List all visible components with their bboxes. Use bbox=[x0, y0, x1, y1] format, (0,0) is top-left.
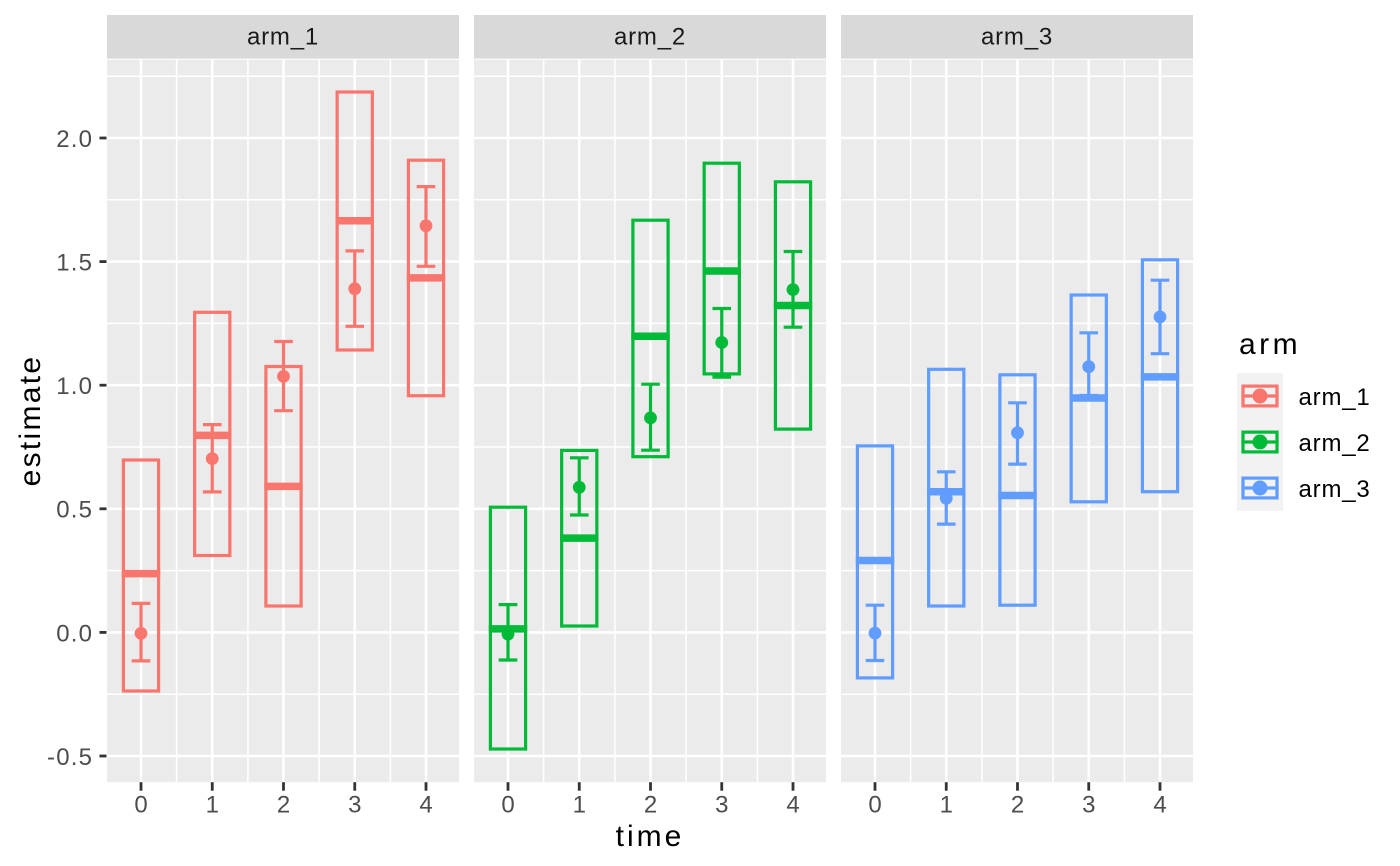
svg-text:1.0: 1.0 bbox=[56, 373, 93, 400]
svg-text:1: 1 bbox=[573, 792, 586, 819]
svg-text:2: 2 bbox=[277, 792, 290, 819]
svg-text:arm_1: arm_1 bbox=[247, 24, 319, 51]
svg-text:4: 4 bbox=[419, 792, 432, 819]
svg-text:0.0: 0.0 bbox=[56, 620, 93, 647]
svg-text:arm: arm bbox=[1239, 328, 1301, 361]
svg-text:0: 0 bbox=[501, 792, 514, 819]
svg-text:2: 2 bbox=[1011, 792, 1024, 819]
svg-text:arm_3: arm_3 bbox=[981, 24, 1053, 51]
svg-text:1: 1 bbox=[940, 792, 953, 819]
svg-text:3: 3 bbox=[1082, 792, 1095, 819]
svg-text:1.5: 1.5 bbox=[56, 250, 93, 277]
svg-text:-0.5: -0.5 bbox=[47, 744, 93, 771]
svg-text:0.5: 0.5 bbox=[56, 497, 93, 524]
svg-text:3: 3 bbox=[348, 792, 361, 819]
svg-text:arm_2: arm_2 bbox=[614, 24, 686, 51]
svg-text:arm_3: arm_3 bbox=[1299, 476, 1371, 503]
svg-text:arm_2: arm_2 bbox=[1299, 430, 1371, 457]
svg-text:3: 3 bbox=[715, 792, 728, 819]
svg-text:2.0: 2.0 bbox=[56, 126, 93, 153]
svg-text:0: 0 bbox=[868, 792, 881, 819]
svg-text:1: 1 bbox=[206, 792, 219, 819]
svg-text:estimate: estimate bbox=[14, 355, 47, 487]
svg-text:4: 4 bbox=[1153, 792, 1166, 819]
svg-text:4: 4 bbox=[786, 792, 799, 819]
svg-text:2: 2 bbox=[644, 792, 657, 819]
svg-text:arm_1: arm_1 bbox=[1299, 384, 1371, 411]
svg-text:time: time bbox=[616, 820, 685, 853]
svg-text:0: 0 bbox=[134, 792, 147, 819]
